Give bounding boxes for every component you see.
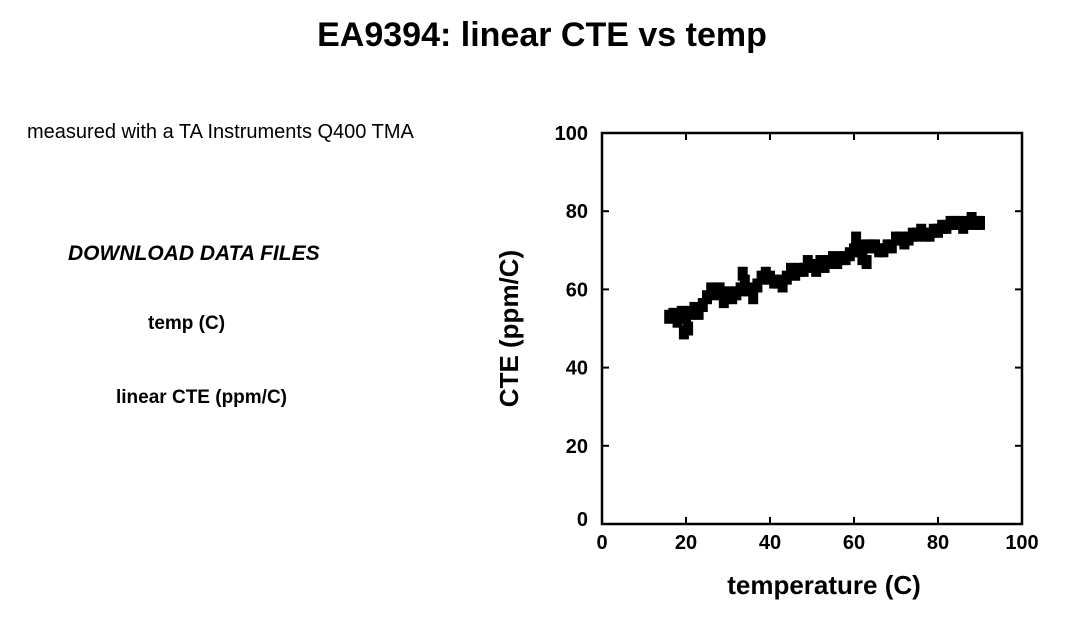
data-point <box>737 266 748 281</box>
data-point <box>683 321 694 336</box>
download-heading: DOWNLOAD DATA FILES <box>68 242 320 265</box>
y-tick-label: 60 <box>566 279 588 301</box>
x-tick-label: 40 <box>759 532 781 554</box>
data-point <box>975 215 985 230</box>
cte-chart: 0 20 40 60 80 100 0 20 40 60 80 100 temperature (C) C… <box>494 123 1039 600</box>
y-tick-label: 0 <box>577 509 588 531</box>
x-tick-label: 20 <box>675 532 697 554</box>
x-tick-label: 100 <box>1005 532 1038 554</box>
y-axis-label: CTE (ppm/C) <box>494 250 524 407</box>
x-tick-label: 0 <box>596 532 607 554</box>
data-point <box>739 274 750 289</box>
data-point <box>672 313 683 328</box>
y-tick-label: 20 <box>566 436 588 458</box>
data-point <box>798 262 809 277</box>
data-point <box>853 243 864 258</box>
x-tick-label: 60 <box>843 532 865 554</box>
download-cte-link[interactable]: linear CTE (ppm/C) <box>116 387 288 408</box>
data-point <box>714 282 725 297</box>
data-point <box>781 270 792 285</box>
data-point <box>859 239 870 254</box>
data-point <box>748 290 759 305</box>
download-temp-link[interactable]: temp (C) <box>148 313 226 334</box>
data-point <box>744 282 754 297</box>
data-point <box>861 255 872 270</box>
plot-frame <box>600 131 1024 526</box>
data-point <box>718 294 729 309</box>
data-point <box>697 298 708 313</box>
x-axis-label: temperature (C) <box>727 570 921 600</box>
page-title: EA9394: linear CTE vs temp <box>317 16 767 54</box>
data-point <box>886 239 897 254</box>
y-tick-label: 100 <box>555 123 588 145</box>
y-tick-label: 80 <box>566 201 588 223</box>
data-point <box>851 231 862 246</box>
y-tick-label: 40 <box>566 358 588 380</box>
data-point <box>811 262 822 277</box>
data-point <box>702 290 712 305</box>
data-point <box>735 282 746 297</box>
data-point <box>752 278 763 293</box>
subtitle: measured with a TA Instruments Q400 TMA <box>27 121 414 143</box>
data-point <box>777 278 788 293</box>
data-point <box>693 305 704 320</box>
x-tick-label: 80 <box>927 532 949 554</box>
